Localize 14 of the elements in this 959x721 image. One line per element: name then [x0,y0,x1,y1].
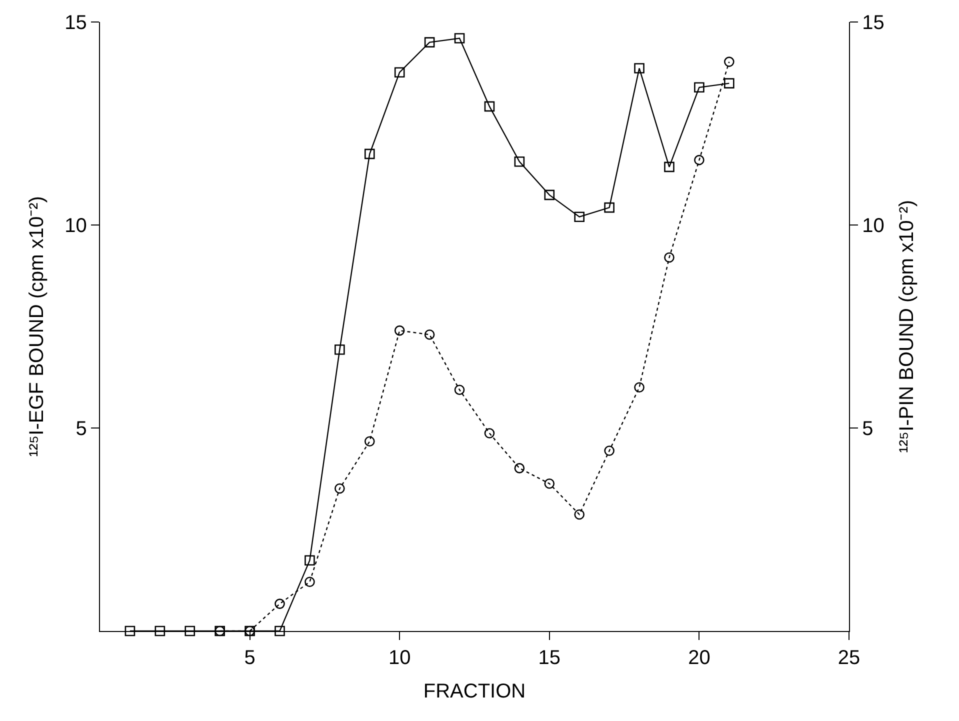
y-tick-label: 15 [64,12,87,34]
y2-tick-label: 15 [862,12,884,34]
x-axis-title: FRACTION [423,680,526,703]
x-tick-label: 5 [244,647,256,670]
x-tick-label: 10 [388,647,411,670]
x-tick-label: 20 [688,647,710,670]
y-tick-label: 10 [64,215,87,237]
y2-tick-label: 10 [862,215,884,237]
x-tick-label: 15 [538,647,561,670]
y2-axis-title: ¹²⁵I-PIN BOUND (cpm x10⁻²) [896,200,918,454]
y2-tick-label: 5 [862,418,874,440]
x-tick-label: 25 [838,647,860,670]
y-axis-title: ¹²⁵I-EGF BOUND (cpm x10⁻²) [26,196,48,457]
y-tick-label: 5 [76,418,87,440]
